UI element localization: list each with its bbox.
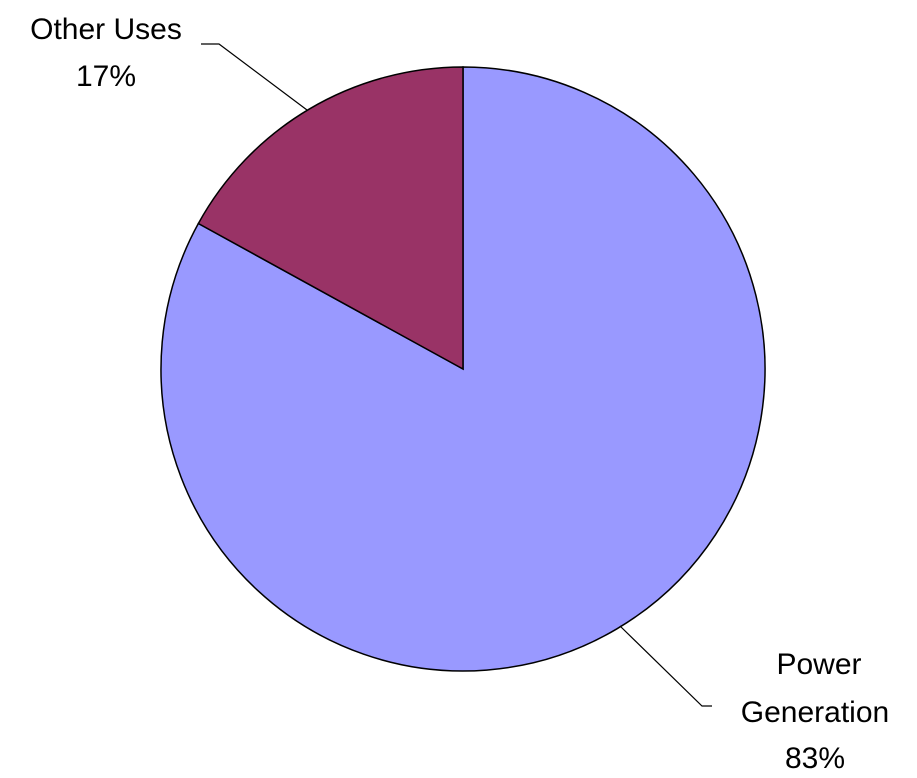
slice-label-other-uses: Other Uses bbox=[30, 13, 182, 46]
slice-value-power-generation: 83% bbox=[785, 742, 845, 775]
pie-slices bbox=[160, 66, 766, 672]
slice-label-power-generation-line1: Power bbox=[776, 648, 861, 681]
pie-slice-other-uses bbox=[197, 66, 464, 371]
leader-line-other-uses bbox=[201, 43, 308, 111]
slice-value-other-uses: 17% bbox=[76, 60, 136, 93]
leader-line-power-generation bbox=[619, 625, 712, 707]
pie-labels: Power Generation 83% Other Uses 17% bbox=[30, 13, 889, 775]
slice-label-power-generation-line2: Generation bbox=[741, 696, 889, 729]
